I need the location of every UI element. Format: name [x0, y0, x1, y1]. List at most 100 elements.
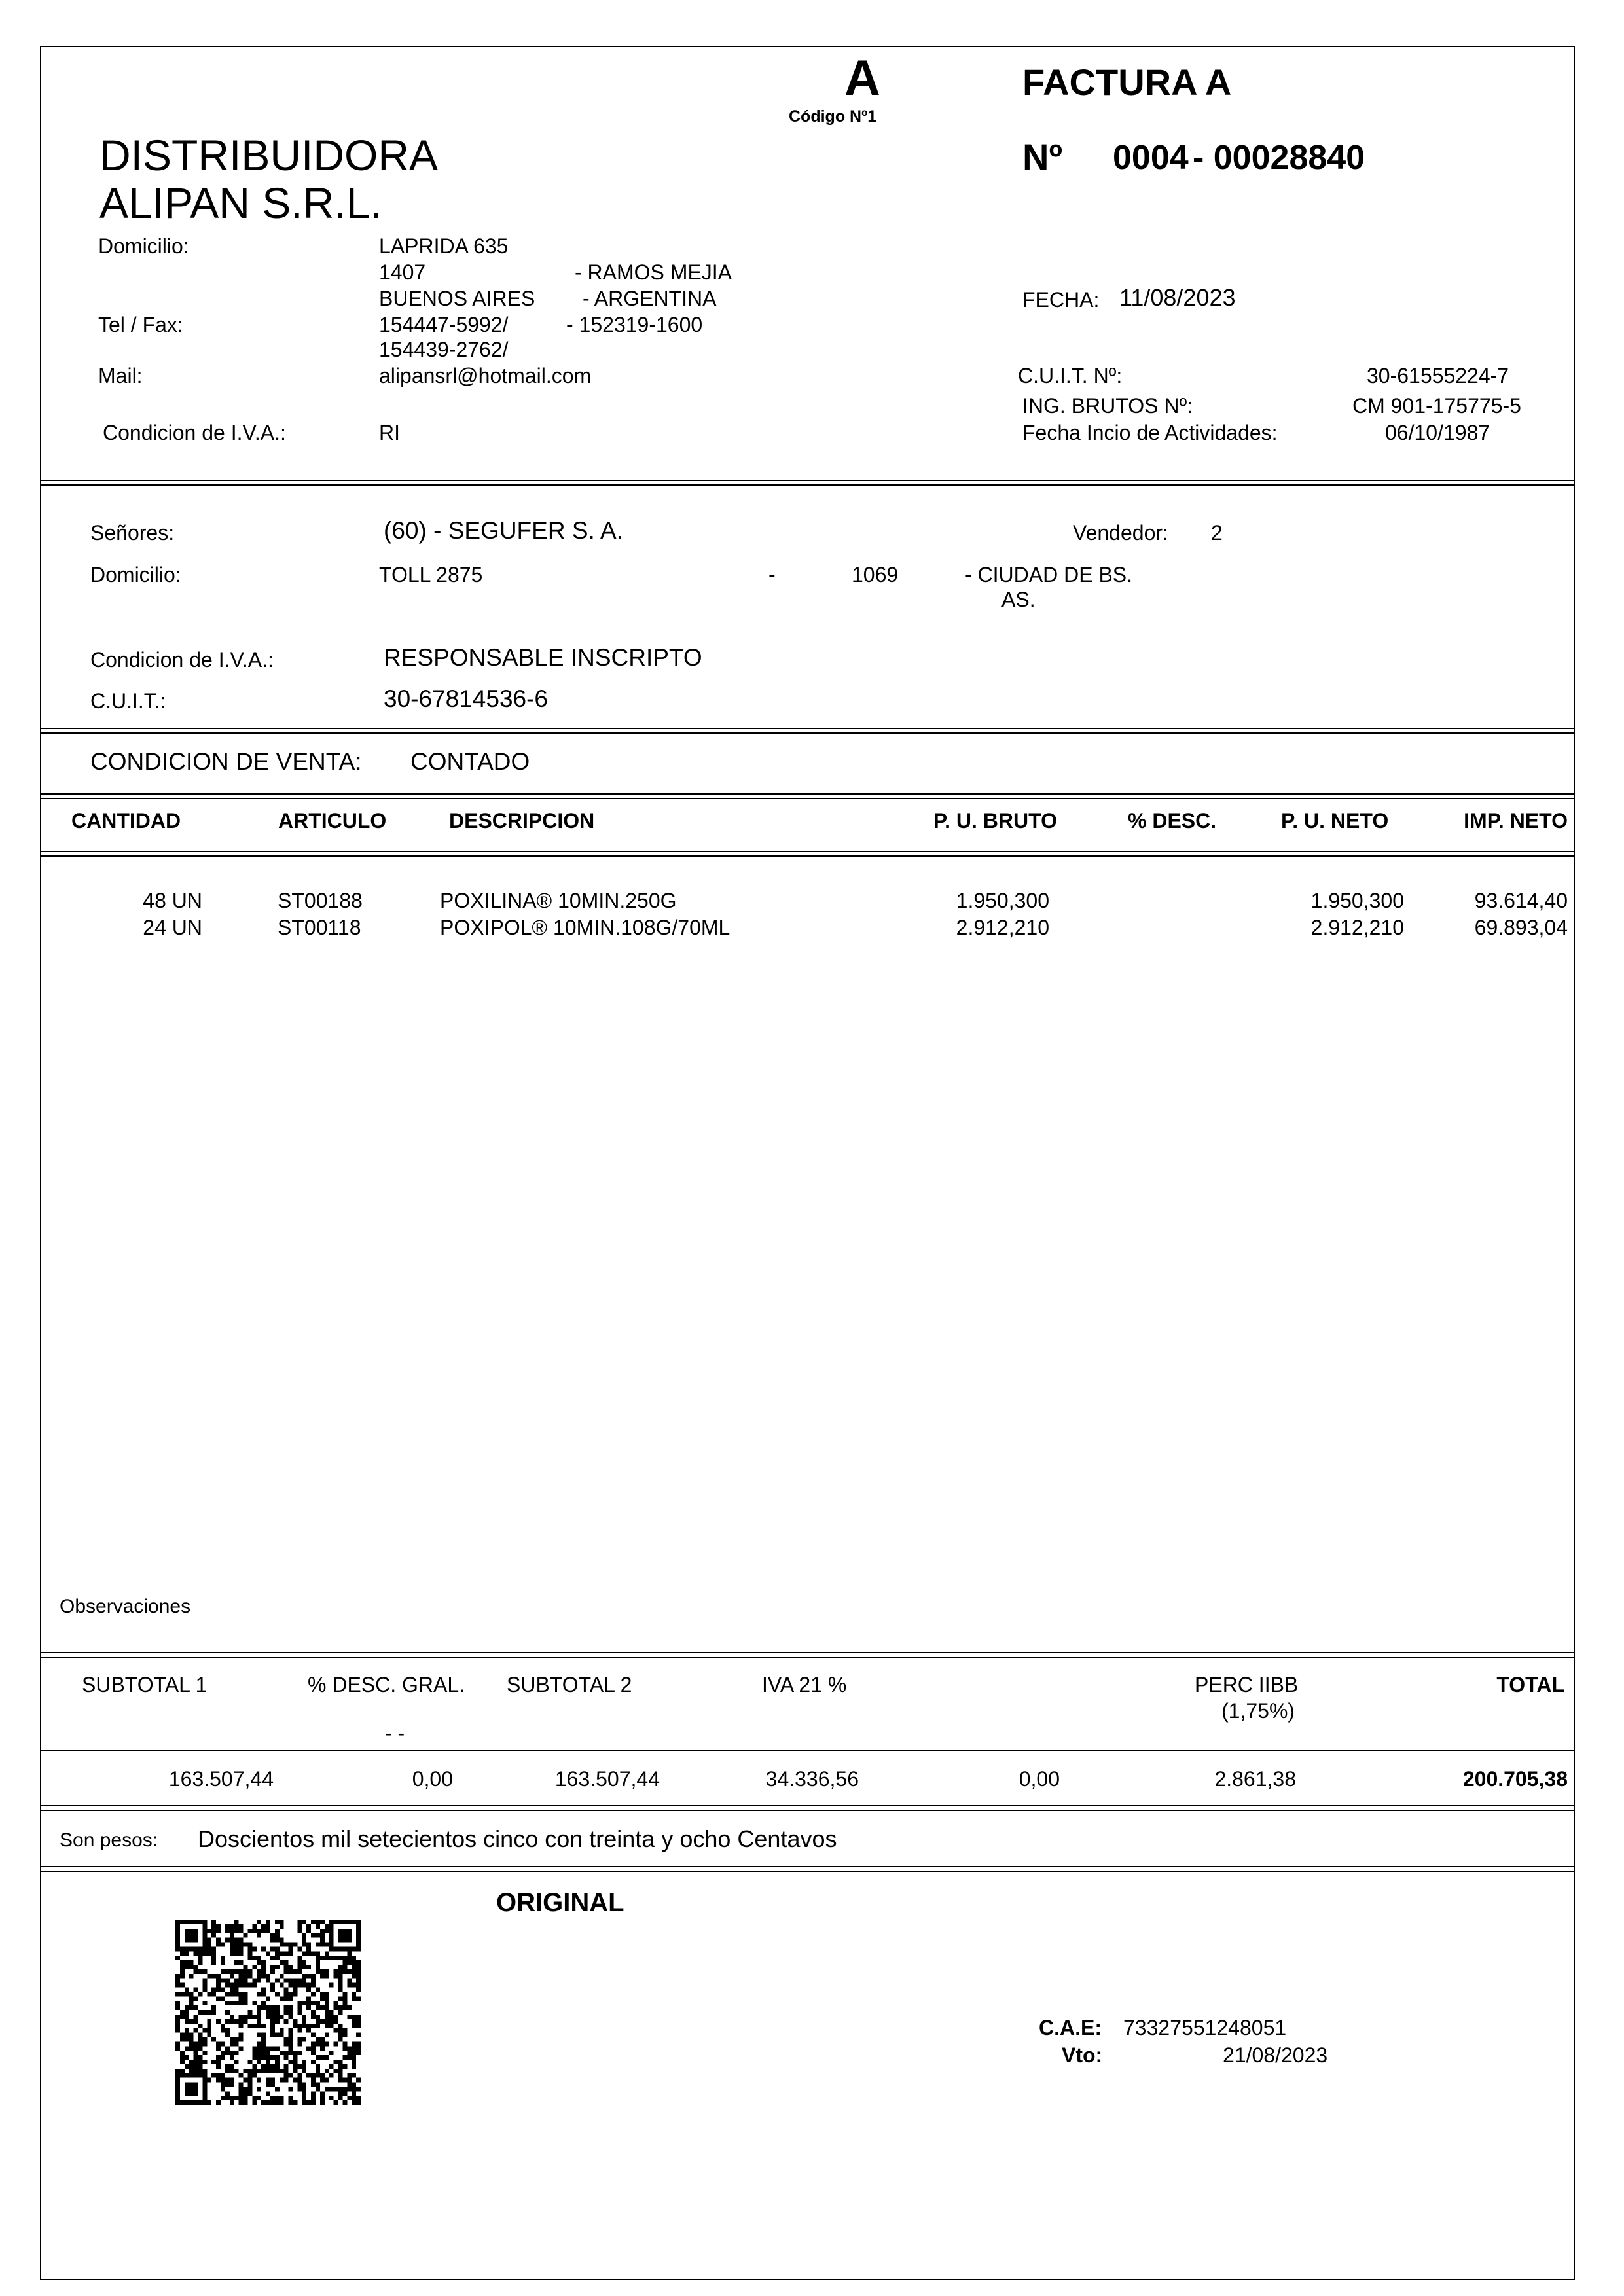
- desc-gral-label: % DESC. GRAL.: [308, 1673, 465, 1696]
- vendedor-label: Vendedor:: [1073, 521, 1168, 545]
- client-iva-label: Condicion de I.V.A.:: [90, 648, 274, 672]
- divider: [40, 1871, 1575, 1872]
- iva-label: Condicion de I.V.A.:: [103, 421, 286, 444]
- iva-value: RI: [379, 421, 400, 444]
- divider: [40, 1652, 1575, 1653]
- doc-type: FACTURA A: [1022, 62, 1232, 103]
- row-articulo: ST00118: [278, 916, 361, 939]
- iva-total-label: IVA 21 %: [762, 1673, 847, 1696]
- row-imp-neto: 69.893,04: [1474, 916, 1568, 939]
- frame-bottom: [40, 2279, 1575, 2280]
- desc-gral-dashes: - -: [385, 1721, 405, 1745]
- iva-value-total: 34.336,56: [765, 1767, 859, 1791]
- client-city-line1: - CIUDAD DE BS.: [965, 563, 1133, 586]
- client-cuit-label: C.U.I.T.:: [90, 689, 166, 713]
- col-pu-neto: P. U. NETO: [1281, 809, 1389, 833]
- sale-condition-value: CONTADO: [410, 748, 530, 775]
- fecha-value: 11/08/2023: [1119, 284, 1236, 311]
- divider: [40, 1657, 1575, 1658]
- col-imp-neto: IMP. NETO: [1464, 809, 1568, 833]
- row-pu-neto: 1.950,300: [1310, 889, 1404, 912]
- number-label: Nº: [1022, 136, 1062, 177]
- company-name-line1: DISTRIBUIDORA: [99, 131, 439, 179]
- postal-code: 1407: [379, 260, 426, 284]
- iibb-value: CM 901-175775-5: [1352, 394, 1521, 418]
- address-line1: LAPRIDA 635: [379, 234, 509, 258]
- col-desc: % DESC.: [1128, 809, 1217, 833]
- tel2: - 152319-1600: [566, 313, 703, 336]
- client-cuit-value: 30-67814536-6: [384, 685, 548, 712]
- frame-left: [40, 46, 41, 2279]
- client-postal-code: 1069: [852, 563, 899, 586]
- client-iva-value: RESPONSABLE INSCRIPTO: [384, 644, 702, 671]
- tel3: 154439-2762/: [379, 338, 509, 361]
- row-pu-bruto: 1.950,300: [956, 889, 1049, 912]
- city: - RAMOS MEJIA: [575, 260, 732, 284]
- son-pesos-label: Son pesos:: [60, 1829, 158, 1851]
- sale-condition-label: CONDICION DE VENTA:: [90, 748, 362, 775]
- perc-rate: (1,75%): [1221, 1699, 1295, 1723]
- vendedor-value: 2: [1211, 521, 1223, 545]
- other-value: 0,00: [1019, 1767, 1060, 1791]
- total-value: 200.705,38: [1462, 1767, 1568, 1791]
- row-pu-neto: 2.912,210: [1310, 916, 1404, 939]
- client-name: (60) - SEGUFER S. A.: [384, 517, 623, 544]
- invoice-code: Código Nº1: [789, 107, 877, 126]
- client-address-dash: -: [768, 563, 776, 586]
- copy-label: ORIGINAL: [496, 1888, 624, 1917]
- subtotal2-label: SUBTOTAL 2: [507, 1673, 632, 1696]
- divider: [40, 1810, 1575, 1811]
- invoice-number: - 00028840: [1193, 139, 1365, 177]
- col-descripcion: DESCRIPCION: [449, 809, 595, 833]
- subtotal1-value: 163.507,44: [168, 1767, 274, 1791]
- mail-label: Mail:: [98, 364, 143, 387]
- perc-value: 2.861,38: [1214, 1767, 1296, 1791]
- inicio-label: Fecha Incio de Actividades:: [1022, 421, 1278, 444]
- tel-label: Tel / Fax:: [98, 313, 183, 336]
- inicio-value: 06/10/1987: [1385, 421, 1490, 444]
- mail-value: alipansrl@hotmail.com: [379, 364, 592, 387]
- divider: [40, 1866, 1575, 1867]
- divider: [40, 480, 1575, 481]
- country: - ARGENTINA: [583, 287, 717, 310]
- row-descripcion: POXIPOL® 10MIN.108G/70ML: [440, 916, 731, 939]
- row-imp-neto: 93.614,40: [1474, 889, 1568, 912]
- divider: [40, 855, 1575, 857]
- client-city-line2: AS.: [1001, 588, 1036, 611]
- company-name-line2: ALIPAN S.R.L.: [99, 179, 382, 227]
- son-pesos-text: Doscientos mil setecientos cinco con tre…: [198, 1825, 837, 1852]
- subtotal2-value: 163.507,44: [554, 1767, 660, 1791]
- iibb-label: ING. BRUTOS Nº:: [1022, 394, 1193, 418]
- client-senores-label: Señores:: [90, 521, 175, 545]
- divider: [40, 798, 1575, 799]
- divider: [40, 1750, 1575, 1751]
- col-articulo: ARTICULO: [278, 809, 387, 833]
- divider: [40, 484, 1575, 486]
- divider: [40, 728, 1575, 729]
- row-articulo: ST00188: [278, 889, 363, 912]
- col-pu-bruto: P. U. BRUTO: [933, 809, 1057, 833]
- divider: [40, 1805, 1575, 1806]
- invoice-letter: A: [844, 50, 880, 106]
- divider: [40, 851, 1575, 852]
- total-label: TOTAL: [1496, 1673, 1564, 1696]
- client-domicilio-label: Domicilio:: [90, 563, 181, 586]
- vto-value: 21/08/2023: [1223, 2043, 1328, 2067]
- col-cantidad: CANTIDAD: [71, 809, 181, 833]
- cae-label: C.A.E:: [1039, 2016, 1102, 2039]
- divider: [40, 732, 1575, 734]
- cae-value: 73327551248051: [1123, 2016, 1287, 2039]
- perc-label: PERC IIBB: [1195, 1673, 1299, 1696]
- row-cantidad: 24 UN: [143, 916, 202, 939]
- vto-label: Vto:: [1062, 2043, 1103, 2067]
- cuit-value: 30-61555224-7: [1367, 364, 1509, 387]
- client-address: TOLL 2875: [379, 563, 483, 586]
- row-cantidad: 48 UN: [143, 889, 202, 912]
- fecha-label: FECHA:: [1022, 288, 1100, 312]
- frame-right: [1574, 46, 1575, 2279]
- tel1: 154447-5992/: [379, 313, 509, 336]
- domicilio-label: Domicilio:: [98, 234, 189, 258]
- point-of-sale: 0004: [1113, 139, 1189, 177]
- row-descripcion: POXILINA® 10MIN.250G: [440, 889, 677, 912]
- divider: [40, 793, 1575, 795]
